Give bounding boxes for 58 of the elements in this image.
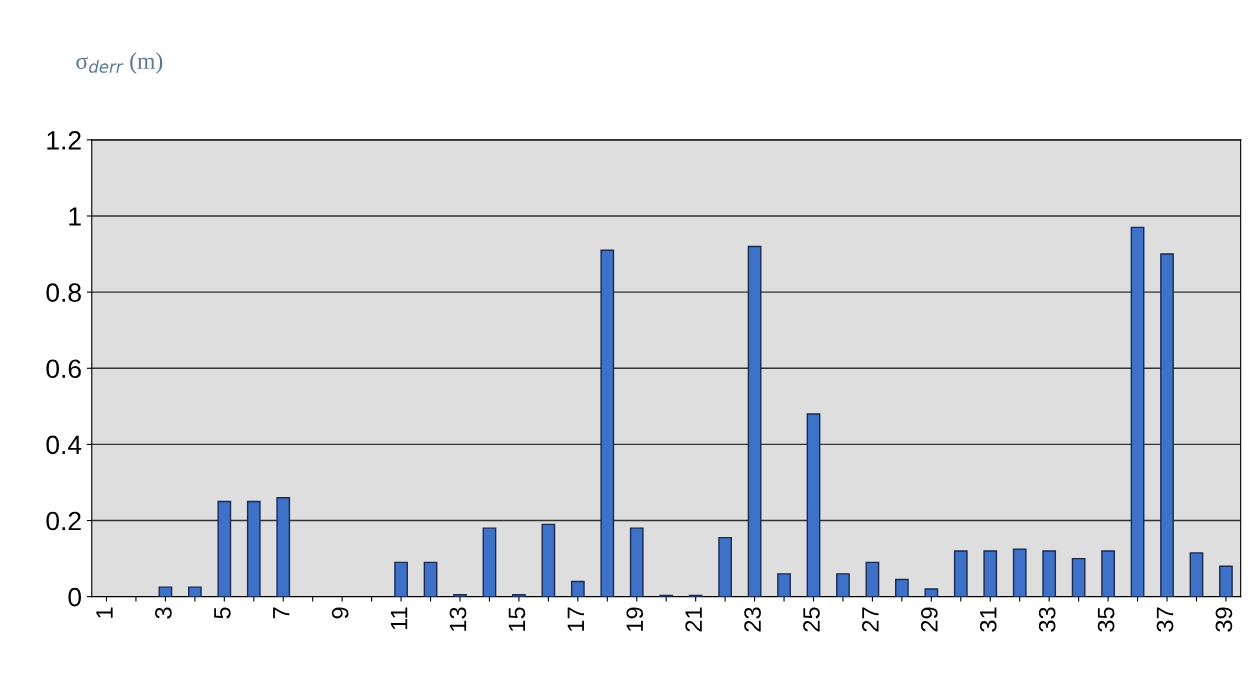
bar (158, 586, 173, 597)
x-tick-label: 3 (155, 607, 172, 619)
x-tick-label: 15 (508, 607, 526, 631)
bar (394, 561, 408, 597)
x-tick-label: 19 (626, 607, 644, 631)
bar (1101, 550, 1115, 597)
bar (482, 527, 497, 597)
x-tick-label: 33 (1038, 607, 1056, 632)
bar (1160, 253, 1174, 597)
bar (718, 536, 733, 597)
y-tick-label: 1.2 (47, 131, 81, 150)
bar (1042, 550, 1057, 597)
bar (246, 500, 261, 597)
bar (806, 413, 821, 597)
bar (1130, 226, 1145, 597)
bar (423, 561, 438, 597)
x-tick-label: 13 (449, 607, 467, 631)
x-tick-label: 27 (862, 607, 879, 632)
y-tick-label: 0 (68, 587, 82, 607)
x-tick-label: 29 (920, 607, 938, 632)
y-tick-label: 0.2 (46, 511, 81, 531)
bar (983, 550, 998, 597)
bar (865, 561, 880, 597)
x-tick-label: 39 (1215, 607, 1233, 632)
x-tick-label: 7 (273, 607, 290, 619)
bar (895, 578, 909, 597)
x-tick-label: 21 (685, 607, 702, 632)
y-axis-title: σ$_{derr}$ (m) (76, 52, 163, 74)
bar (1189, 552, 1204, 597)
bar (541, 523, 556, 597)
bar (777, 573, 791, 597)
bar (1071, 557, 1086, 597)
bar (629, 527, 644, 597)
x-tick-label: 23 (744, 607, 761, 632)
bar (187, 586, 202, 597)
x-tick-label: 1 (96, 607, 113, 618)
y-tick-label: 0.6 (46, 359, 81, 379)
x-tick-label: 31 (979, 607, 997, 632)
y-tick-label: 0.8 (46, 283, 81, 302)
x-tick-label: 25 (803, 607, 820, 632)
bar (953, 550, 968, 597)
bar (570, 580, 585, 597)
bar (1012, 548, 1027, 597)
bar (836, 573, 850, 597)
y-tick-label: 1 (69, 207, 81, 226)
bar (924, 588, 939, 597)
x-tick-label: 17 (567, 607, 584, 631)
x-tick-label: 5 (214, 607, 231, 619)
bar (747, 245, 762, 597)
bar (1219, 565, 1233, 597)
x-tick-label: 37 (1156, 607, 1174, 632)
x-tick-label: 9 (331, 607, 349, 619)
bar (217, 500, 232, 597)
x-tick-label: 35 (1097, 607, 1115, 632)
y-tick-label: 0.4 (46, 435, 82, 455)
bar (600, 249, 615, 597)
bar (276, 497, 291, 597)
x-tick-label: 11 (390, 607, 408, 630)
